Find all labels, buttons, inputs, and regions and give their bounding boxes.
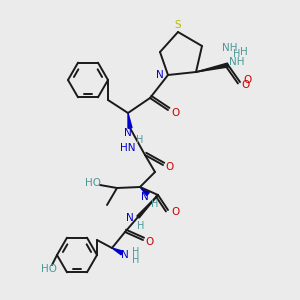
Text: HN: HN bbox=[120, 143, 136, 153]
Text: H: H bbox=[151, 199, 159, 209]
Text: O: O bbox=[171, 207, 179, 217]
Text: H: H bbox=[137, 221, 145, 231]
Polygon shape bbox=[112, 248, 123, 255]
Text: HO: HO bbox=[41, 264, 57, 274]
Text: O: O bbox=[242, 80, 250, 90]
Text: O: O bbox=[171, 108, 179, 118]
Text: N: N bbox=[126, 213, 134, 223]
Text: O: O bbox=[166, 162, 174, 172]
Text: N: N bbox=[124, 128, 132, 138]
Text: H: H bbox=[132, 247, 140, 257]
Text: H: H bbox=[240, 47, 248, 57]
Polygon shape bbox=[196, 63, 228, 72]
Polygon shape bbox=[128, 113, 132, 128]
Text: N: N bbox=[156, 70, 164, 80]
Text: H: H bbox=[132, 255, 140, 265]
Text: S: S bbox=[175, 20, 181, 30]
Text: N: N bbox=[121, 250, 129, 260]
Text: H: H bbox=[136, 135, 144, 145]
Text: NH: NH bbox=[229, 57, 245, 67]
Text: O: O bbox=[244, 75, 252, 85]
Text: NH: NH bbox=[222, 43, 238, 53]
Polygon shape bbox=[140, 187, 149, 196]
Text: N: N bbox=[141, 192, 149, 202]
Text: HO: HO bbox=[85, 178, 101, 188]
Text: H: H bbox=[233, 49, 241, 59]
Text: O: O bbox=[146, 237, 154, 247]
Polygon shape bbox=[137, 195, 158, 218]
